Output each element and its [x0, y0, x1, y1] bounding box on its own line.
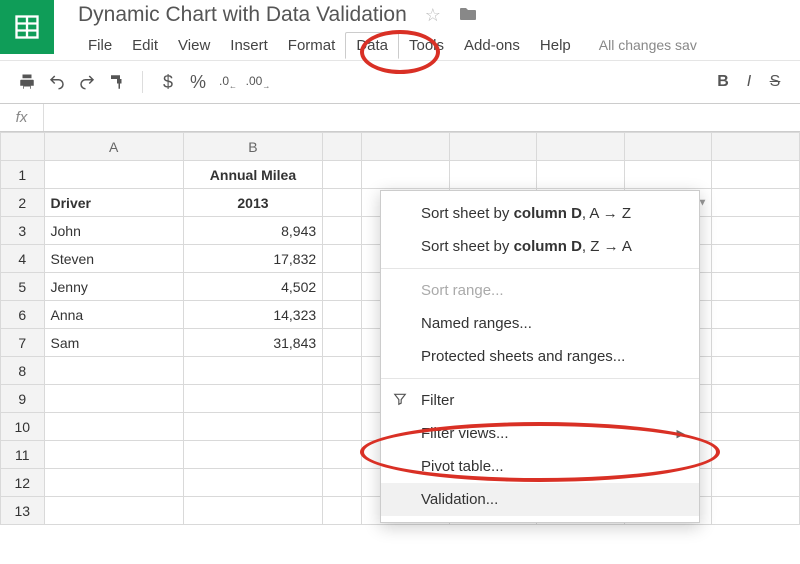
menu-help[interactable]: Help	[530, 33, 581, 58]
col-header-ext3[interactable]	[537, 133, 625, 161]
cell-a4[interactable]: Steven	[44, 245, 183, 273]
row-header[interactable]: 1	[1, 161, 45, 189]
cell-b2[interactable]: 2013	[183, 189, 322, 217]
strike-button[interactable]: S	[762, 73, 788, 91]
menu-sort-az-text: Sort sheet by column D, A → Z	[421, 205, 631, 222]
increase-decimal-button[interactable]: .00→	[243, 68, 273, 96]
row-header[interactable]: 4	[1, 245, 45, 273]
cell-b3[interactable]: 8,943	[183, 217, 322, 245]
menu-format[interactable]: Format	[278, 33, 346, 58]
cell-a5[interactable]: Jenny	[44, 273, 183, 301]
undo-icon[interactable]	[42, 68, 72, 96]
bold-button[interactable]: B	[710, 73, 736, 91]
menu-sort-za-text: Sort sheet by column D, Z → A	[421, 238, 632, 255]
menu-filter[interactable]: Filter	[381, 384, 699, 417]
redo-icon[interactable]	[72, 68, 102, 96]
row-header[interactable]: 8	[1, 357, 45, 385]
col-header-a[interactable]: A	[44, 133, 183, 161]
row-header[interactable]: 3	[1, 217, 45, 245]
menu-separator	[381, 268, 699, 269]
row-header[interactable]: 7	[1, 329, 45, 357]
col-header-b[interactable]: B	[183, 133, 322, 161]
print-icon[interactable]	[12, 68, 42, 96]
col-header-c[interactable]	[323, 133, 362, 161]
menu-addons[interactable]: Add-ons	[454, 33, 530, 58]
toolbar: $ % .0← .00→ B I S	[0, 60, 800, 104]
cell-b6[interactable]: 14,323	[183, 301, 322, 329]
cell-a7[interactable]: Sam	[44, 329, 183, 357]
cell-b5[interactable]: 4,502	[183, 273, 322, 301]
menu-validation[interactable]: Validation...	[381, 483, 699, 516]
menu-protected[interactable]: Protected sheets and ranges...	[381, 340, 699, 373]
submenu-arrow-icon: ▶	[677, 427, 685, 440]
formula-input[interactable]	[44, 104, 800, 131]
menu-filter-views[interactable]: Filter views... ▶	[381, 417, 699, 450]
currency-button[interactable]: $	[153, 68, 183, 96]
menu-sort-az[interactable]: Sort sheet by column D, A → Z	[381, 197, 699, 230]
menu-sort-range: Sort range...	[381, 274, 699, 307]
folder-icon[interactable]	[459, 5, 477, 26]
menu-filter-label: Filter	[421, 392, 454, 409]
col-header-ext1[interactable]	[362, 133, 450, 161]
row-header[interactable]: 13	[1, 497, 45, 525]
italic-button[interactable]: I	[736, 73, 762, 91]
percent-button[interactable]: %	[183, 68, 213, 96]
row-header[interactable]: 9	[1, 385, 45, 413]
menu-view[interactable]: View	[168, 33, 220, 58]
col-header-ext2[interactable]	[449, 133, 537, 161]
sheets-logo[interactable]	[0, 0, 54, 54]
menu-bar: File Edit View Insert Format Data Tools …	[78, 30, 800, 60]
row-header[interactable]: 2	[1, 189, 45, 217]
menu-data[interactable]: Data	[345, 32, 399, 59]
cell-b4[interactable]: 17,832	[183, 245, 322, 273]
menu-tools[interactable]: Tools	[399, 33, 454, 58]
star-icon[interactable]: ☆	[425, 5, 441, 26]
cell-a2[interactable]: Driver	[44, 189, 183, 217]
menu-pivot[interactable]: Pivot table...	[381, 450, 699, 483]
fx-label: fx	[0, 104, 44, 131]
cell-b1[interactable]: Annual Milea	[183, 161, 322, 189]
row-header[interactable]: 6	[1, 301, 45, 329]
col-header-ext4[interactable]	[624, 133, 712, 161]
menu-edit[interactable]: Edit	[122, 33, 168, 58]
row-header[interactable]: 5	[1, 273, 45, 301]
menu-named-ranges[interactable]: Named ranges...	[381, 307, 699, 340]
decrease-decimal-button[interactable]: .0←	[213, 68, 243, 96]
row-header[interactable]: 12	[1, 469, 45, 497]
paint-format-icon[interactable]	[102, 68, 132, 96]
menu-filter-views-label: Filter views...	[421, 425, 509, 442]
cell-a3[interactable]: John	[44, 217, 183, 245]
col-header-ext5[interactable]	[712, 133, 800, 161]
cell-b7[interactable]: 31,843	[183, 329, 322, 357]
row-header[interactable]: 10	[1, 413, 45, 441]
filter-icon	[393, 392, 407, 409]
save-status: All changes sav	[599, 37, 697, 53]
menu-sort-za[interactable]: Sort sheet by column D, Z → A	[381, 230, 699, 263]
row-header[interactable]: 11	[1, 441, 45, 469]
menu-insert[interactable]: Insert	[220, 33, 278, 58]
menu-separator	[381, 378, 699, 379]
menu-file[interactable]: File	[78, 33, 122, 58]
data-menu-dropdown: Sort sheet by column D, A → Z Sort sheet…	[380, 190, 700, 523]
select-all-corner[interactable]	[1, 133, 45, 161]
cell-a6[interactable]: Anna	[44, 301, 183, 329]
document-title[interactable]: Dynamic Chart with Data Validation	[78, 3, 407, 27]
